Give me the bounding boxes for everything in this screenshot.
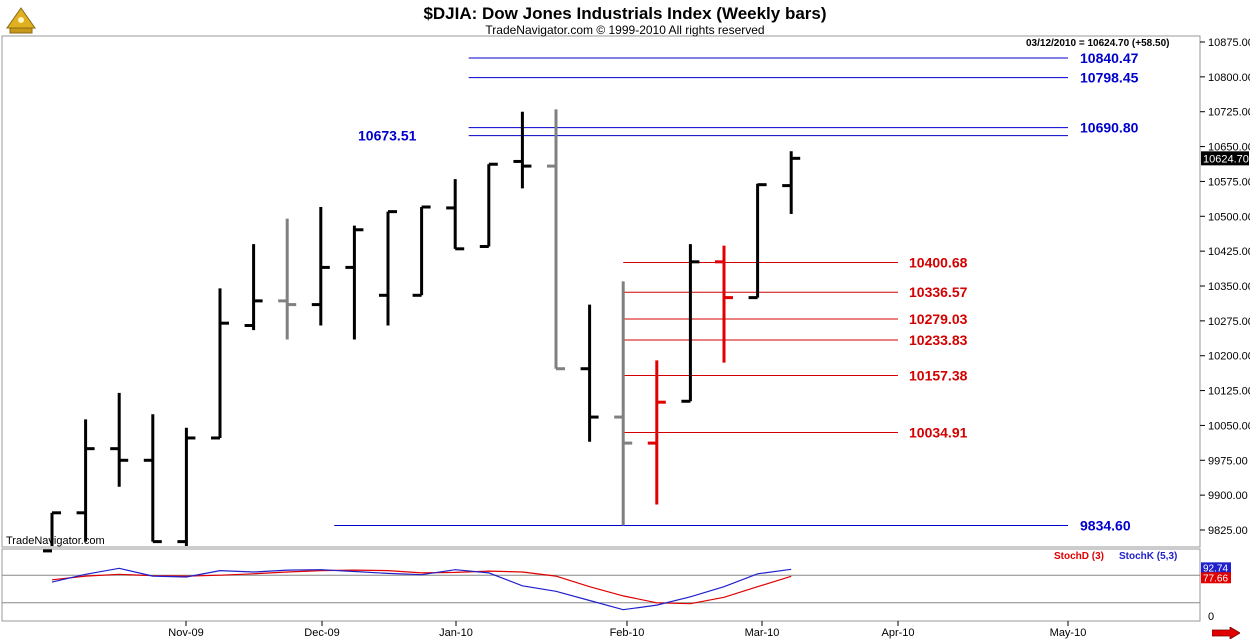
- ohlc-bars: [43, 109, 801, 553]
- level-label: 10336.57: [909, 284, 968, 300]
- level-label: 9834.60: [1080, 518, 1131, 534]
- y-tick-label: 10350.00: [1208, 281, 1250, 293]
- ohlc-bar: [647, 360, 666, 505]
- y-tick-label: 10125.00: [1208, 386, 1250, 398]
- stochastic-series: [51, 567, 792, 611]
- y-tick-label: 10650.00: [1208, 142, 1250, 154]
- ohlc-bar: [76, 419, 95, 542]
- ohlc-bar: [580, 304, 599, 442]
- y-tick-label: 10800.00: [1208, 72, 1250, 84]
- x-tick-label: Apr-10: [881, 627, 914, 639]
- stoch-plot-frame: [1, 548, 1201, 622]
- ohlc-bar: [143, 414, 162, 544]
- stoch-y-tick-label: 0: [1208, 611, 1214, 623]
- last-price-box: [1201, 151, 1249, 166]
- stochD-value-label: 77.66: [1203, 573, 1228, 584]
- ohlc-bar: [311, 206, 330, 326]
- price-plot-frame: [1, 35, 1201, 548]
- level-label: 10798.45: [1080, 70, 1139, 86]
- ohlc-bar: [513, 111, 532, 189]
- y-tick-label: 10875.00: [1208, 37, 1250, 49]
- ohlc-bar: [379, 210, 397, 326]
- time-x-axis: Nov-09 Dec-09 Jan-10 Feb-10 Mar-10 Apr-10 May-…: [168, 621, 1086, 639]
- y-tick-label: 9900.00: [1208, 490, 1248, 502]
- ohlc-bar: [782, 151, 801, 214]
- ohlc-bar: [43, 511, 61, 553]
- level-label: 10673.51: [358, 128, 417, 144]
- ohlc-bar: [547, 109, 565, 371]
- watermark: TradeNavigator.com: [6, 535, 105, 547]
- stochD-line: [51, 569, 792, 605]
- x-tick-label: Jan-10: [439, 627, 473, 639]
- y-tick-label: 10200.00: [1208, 351, 1250, 363]
- ohlc-bar: [278, 218, 297, 340]
- level-label: 10400.68: [909, 254, 968, 270]
- price-levels: 10840.47 10798.45 10690.80 10673.51 9834.60 1…: [334, 50, 1139, 534]
- legend-stochD: StochD (3): [1054, 551, 1104, 562]
- level-label: 10840.47: [1080, 50, 1139, 66]
- stochK-value-label: 92.74: [1203, 563, 1228, 574]
- last-price-info: 03/12/2010 = 10624.70 (+58.50): [1026, 38, 1170, 49]
- ohlc-bar: [614, 281, 633, 526]
- ohlc-bar: [110, 392, 129, 487]
- ohlc-bar: [177, 427, 196, 546]
- ohlc-bar: [681, 244, 700, 403]
- trade-navigator-logo-icon: [6, 7, 36, 34]
- y-tick-label: 10050.00: [1208, 420, 1250, 432]
- x-tick-label: May-10: [1050, 627, 1087, 639]
- level-label: 10690.80: [1080, 120, 1139, 136]
- stochK-value-box: [1201, 562, 1231, 574]
- stoch-legend: StochD (3) StochK (5,3): [1054, 551, 1177, 562]
- stochD-value-box: [1201, 572, 1231, 584]
- ohlc-bar: [244, 244, 263, 331]
- ohlc-bar: [446, 179, 465, 251]
- level-label: 10157.38: [909, 368, 968, 384]
- x-tick-label: Feb-10: [610, 627, 645, 639]
- ohlc-bar: [412, 205, 431, 297]
- y-tick-label: 10275.00: [1208, 316, 1250, 328]
- price-y-axis: 10875.00 10800.00 10725.00 10650.00 10575.00…: [1200, 37, 1250, 537]
- x-tick-label: Dec-09: [304, 627, 339, 639]
- ohlc-bar: [748, 183, 767, 300]
- ohlc-bar: [715, 245, 733, 363]
- scroll-right-arrow-icon[interactable]: [1212, 627, 1240, 639]
- y-tick-label: 10500.00: [1208, 211, 1250, 223]
- ohlc-bar: [211, 288, 229, 440]
- ohlc-bar: [345, 225, 364, 340]
- stochK-line: [51, 567, 792, 611]
- y-tick-label: 10425.00: [1208, 246, 1250, 258]
- level-label: 10034.91: [909, 424, 968, 440]
- last-price-label: 10624.70: [1203, 153, 1249, 165]
- y-tick-label: 9825.00: [1208, 525, 1248, 537]
- legend-stochK: StochK (5,3): [1119, 551, 1177, 562]
- y-tick-label: 9975.00: [1208, 455, 1248, 467]
- level-label: 10279.03: [909, 311, 968, 327]
- y-tick-label: 10725.00: [1208, 107, 1250, 119]
- chart-title: $DJIA: Dow Jones Industrials Index (Week…: [423, 4, 827, 23]
- chart-subtitle: TradeNavigator.com © 1999-2010 All right…: [485, 23, 765, 37]
- level-label: 10233.83: [909, 332, 968, 348]
- x-tick-label: Mar-10: [745, 627, 780, 639]
- ohlc-bar: [479, 162, 498, 248]
- y-tick-label: 10575.00: [1208, 176, 1250, 188]
- x-tick-label: Nov-09: [168, 627, 203, 639]
